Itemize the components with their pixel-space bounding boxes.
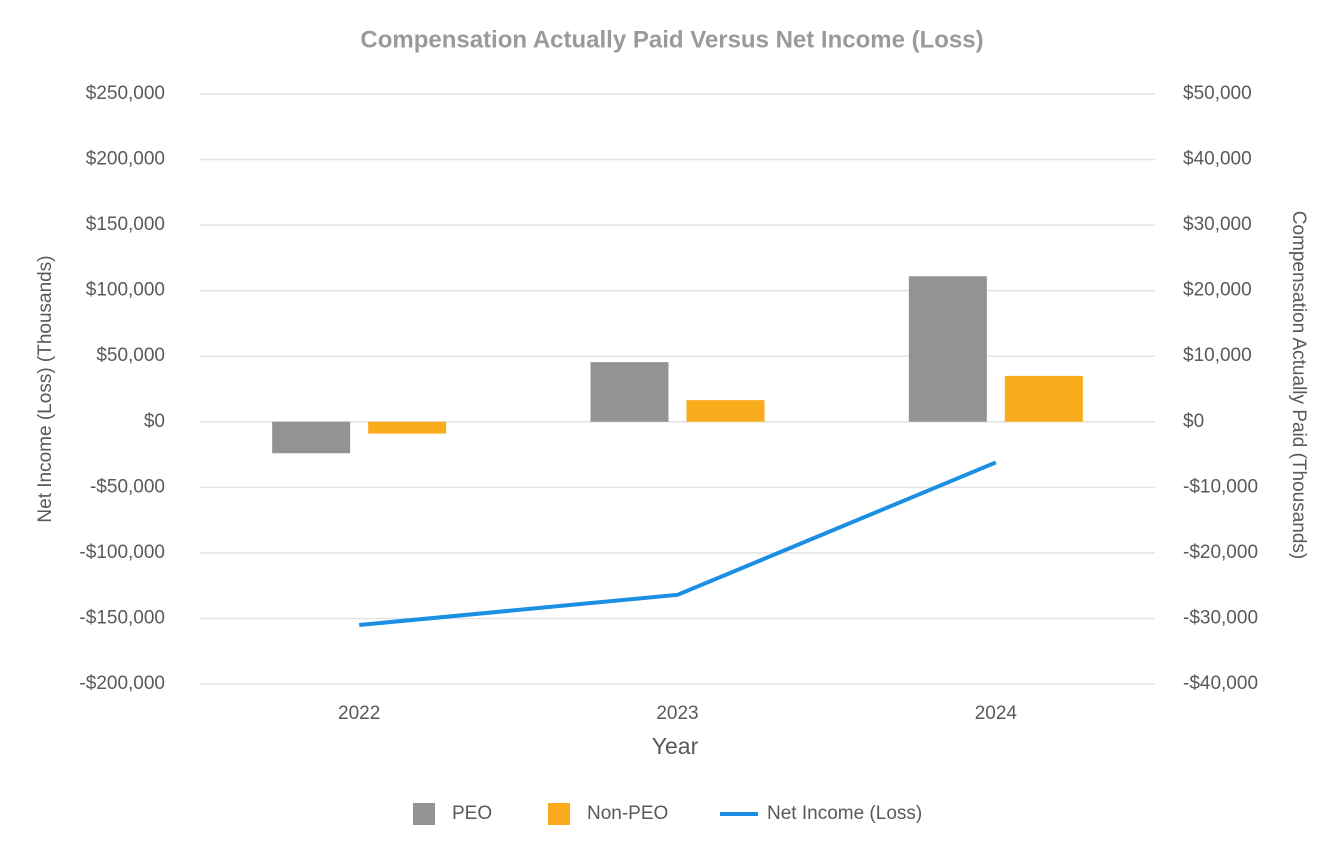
line xyxy=(358,460,997,627)
y2-tick-label: -$30,000 xyxy=(1183,607,1258,628)
y-tick-label: $100,000 xyxy=(86,280,165,301)
y-tick-label: $50,000 xyxy=(96,345,165,366)
y2-tick-label: $40,000 xyxy=(1183,149,1252,170)
y-tick-label: -$50,000 xyxy=(90,476,165,497)
x-tick-label: 2024 xyxy=(975,703,1018,724)
y-tick-label: $150,000 xyxy=(86,214,165,235)
y2-tick-label: -$20,000 xyxy=(1183,542,1258,563)
y-tick-label: -$200,000 xyxy=(79,673,165,694)
y-tick-label: -$100,000 xyxy=(79,542,165,563)
legend-swatch xyxy=(413,803,435,825)
y-tick-label: $250,000 xyxy=(86,83,165,104)
y-tick-label: -$150,000 xyxy=(79,607,165,628)
legend-label: PEO xyxy=(452,803,492,824)
y-axis-title: Net Income (Loss) (Thousands) xyxy=(35,255,56,522)
y2-axis-title: Compensation Actually Paid (Thousands) xyxy=(1288,211,1309,560)
y2-tick-label: $30,000 xyxy=(1183,214,1252,235)
x-axis-title: Year xyxy=(652,733,699,759)
y2-tick-label: -$40,000 xyxy=(1183,673,1258,694)
legend-swatch xyxy=(548,803,570,825)
y2-tick-label: $0 xyxy=(1183,411,1204,432)
y2-tick-label: $20,000 xyxy=(1183,280,1252,301)
y2-tick-label: $50,000 xyxy=(1183,83,1252,104)
x-tick-label: 2022 xyxy=(338,703,380,724)
legend-label: Non-PEO xyxy=(587,803,668,824)
y-tick-label: $0 xyxy=(144,411,165,432)
x-tick-label: 2023 xyxy=(656,703,698,724)
bar xyxy=(368,421,447,434)
chart-title: Compensation Actually Paid Versus Net In… xyxy=(360,26,983,53)
bar xyxy=(590,362,669,422)
y2-tick-label: -$10,000 xyxy=(1183,476,1258,497)
y-tick-label: $200,000 xyxy=(86,149,165,170)
y2-tick-label: $10,000 xyxy=(1183,345,1252,366)
bar xyxy=(1004,375,1083,422)
bar xyxy=(686,400,765,422)
bar xyxy=(272,421,351,454)
legend-label: Net Income (Loss) xyxy=(767,803,922,824)
bar xyxy=(908,276,987,422)
